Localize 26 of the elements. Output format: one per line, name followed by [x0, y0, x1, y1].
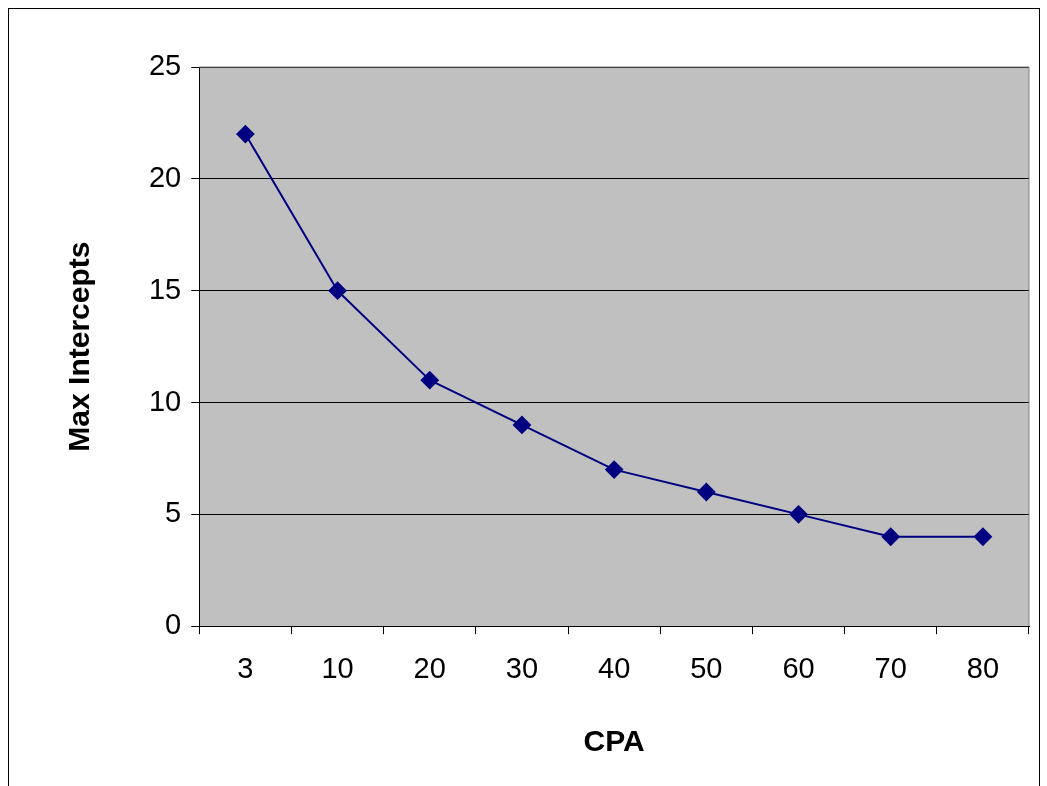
y-tick-label: 15: [148, 272, 182, 305]
point: [328, 281, 347, 300]
x-tick-label: 20: [413, 651, 446, 684]
y-tick-label: 25: [148, 49, 182, 81]
y-tick-label: 5: [165, 496, 182, 529]
y-axis-title: Max Intercepts: [62, 241, 96, 452]
y-tick-label: 0: [165, 608, 182, 641]
point: [697, 482, 716, 501]
point: [605, 460, 624, 479]
point: [973, 527, 992, 546]
x-tick-label: 80: [966, 651, 1000, 684]
x-tick-label: 3: [237, 651, 254, 684]
y-tick-label: 10: [148, 384, 182, 417]
x-tick-label: 40: [598, 651, 631, 684]
point: [789, 505, 808, 524]
x-tick-label: 30: [505, 651, 539, 684]
point: [512, 415, 531, 434]
x-axis-title: CPA: [583, 724, 645, 758]
x-tick-label: 70: [874, 651, 907, 684]
x-tick-label: 10: [321, 651, 354, 684]
x-tick-label: 50: [690, 651, 723, 684]
point: [881, 527, 900, 546]
x-tick-label: 60: [782, 651, 815, 684]
point: [236, 125, 255, 144]
point: [420, 371, 439, 390]
y-tick-label: 20: [148, 160, 182, 193]
